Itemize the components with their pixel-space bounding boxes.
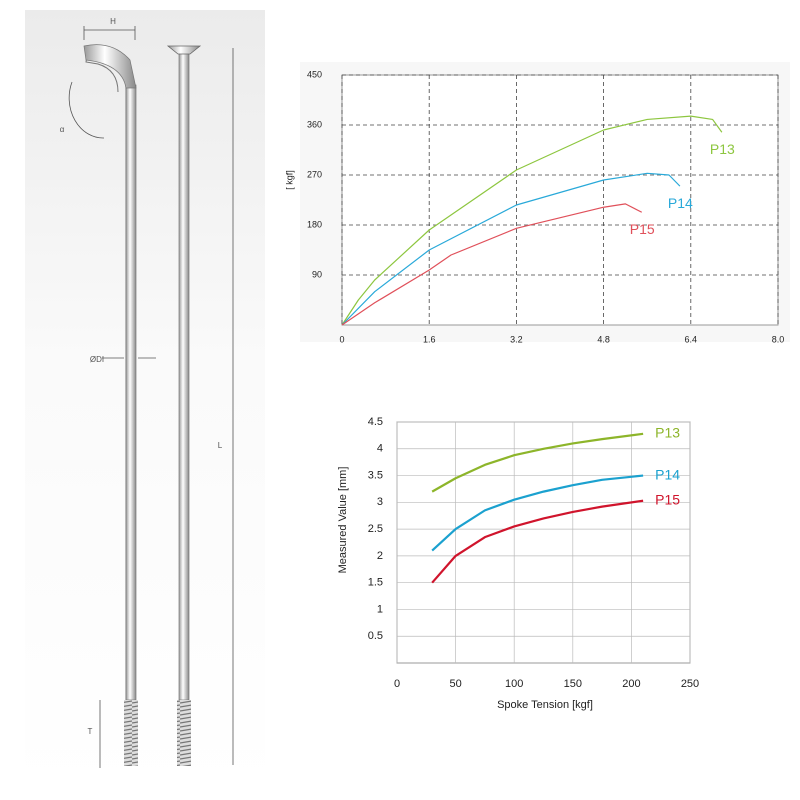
series-label: P15 <box>630 221 655 237</box>
y-tick-label: 270 <box>307 169 322 179</box>
series-label: P13 <box>710 141 735 157</box>
x-tick-label: 1.6 <box>423 334 436 344</box>
chart: 0.5 1 1.5 2 2.5 3 3.5 4 4.5 0 50 100 150 200 250 Measur… <box>337 415 700 711</box>
y-tick-label: 90 <box>312 269 322 279</box>
thread <box>177 700 191 766</box>
x-tick-label: 4.8 <box>597 334 610 344</box>
dimension-label: H <box>110 17 116 26</box>
series-line <box>431 432 644 493</box>
spoke-head <box>83 44 137 89</box>
y-tick-label: 2 <box>377 550 383 562</box>
y-tick-label: 180 <box>307 219 322 229</box>
drawing-background <box>25 10 265 790</box>
dimension-label: α <box>60 125 65 134</box>
series-line <box>431 499 644 584</box>
x-tick-label: 100 <box>505 678 523 690</box>
y-axis-title: [ kgf] <box>284 170 294 190</box>
chart: 90 180 270 360 450 0 1.6 3.2 4.8 6.4 8.0 [ kgf] P13 P… <box>284 62 790 344</box>
y-tick-label: 4 <box>377 443 383 455</box>
series-label: P15 <box>655 491 680 507</box>
dimension-label: T <box>88 727 93 736</box>
series-line <box>341 115 723 326</box>
y-tick-label: 4.5 <box>368 416 383 428</box>
y-tick-label: 450 <box>307 69 322 79</box>
dimensions <box>68 26 234 768</box>
dimension-label: ØDI <box>90 355 104 364</box>
y-tick-label: 1.5 <box>368 577 383 589</box>
dimension-label: L <box>218 441 223 450</box>
series-label: P14 <box>655 466 680 482</box>
series-label: P13 <box>655 424 680 440</box>
x-tick-label: 0 <box>339 334 344 344</box>
y-tick-label: 3 <box>377 496 383 508</box>
x-tick-label: 6.4 <box>685 334 698 344</box>
straight-head <box>166 45 202 55</box>
x-tick-label: 200 <box>622 678 640 690</box>
x-tick-label: 8.0 <box>772 334 785 344</box>
x-tick-label: 50 <box>449 678 461 690</box>
x-tick-label: 150 <box>564 678 582 690</box>
y-tick-label: 1 <box>377 603 383 615</box>
y-axis-title: Measured Value [mm] <box>337 467 349 574</box>
x-axis-title: Spoke Tension [kgf] <box>497 699 593 711</box>
straight-spoke <box>178 51 190 701</box>
plot-area <box>341 74 779 326</box>
thread <box>124 700 138 766</box>
x-tick-label: 3.2 <box>510 334 523 344</box>
series-label: P14 <box>668 195 693 211</box>
y-tick-label: 0.5 <box>368 630 383 642</box>
y-tick-label: 3.5 <box>368 469 383 481</box>
y-tick-label: 360 <box>307 119 322 129</box>
series-line <box>341 203 643 326</box>
series-line <box>341 172 681 326</box>
series-line <box>431 474 644 552</box>
x-tick-label: 0 <box>394 678 400 690</box>
x-tick-label: 250 <box>681 678 699 690</box>
plot-area <box>396 421 691 664</box>
y-tick-label: 2.5 <box>368 523 383 535</box>
bent-spoke <box>125 84 137 701</box>
spoke-drawing: H α ØDI L T <box>25 10 265 790</box>
